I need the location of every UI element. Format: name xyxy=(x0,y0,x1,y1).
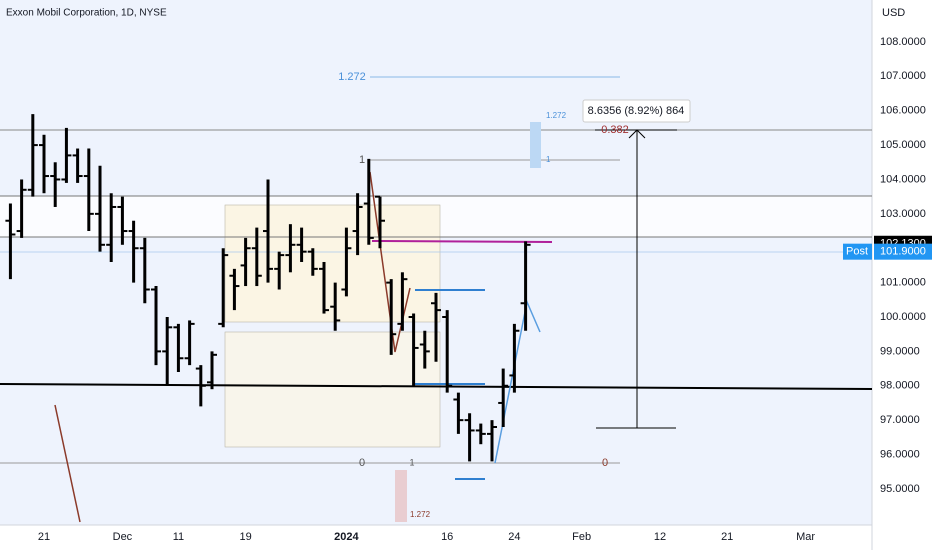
y-tick-label: 108.0000 xyxy=(880,36,926,48)
fib-label: 0 xyxy=(602,457,608,469)
x-tick-label: 21 xyxy=(38,531,50,543)
x-tick-label: 11 xyxy=(173,531,184,543)
x-tick-label: 2024 xyxy=(334,531,359,543)
x-tick-label: Mar xyxy=(796,531,815,543)
y-tick-label: 103.0000 xyxy=(880,208,926,220)
time-axis-panel xyxy=(0,525,872,550)
y-tick-label: 99.0000 xyxy=(880,345,920,357)
y-tick-label: 98.0000 xyxy=(880,380,920,392)
wave-line xyxy=(54,404,81,523)
post-tag-box xyxy=(843,243,872,260)
fib-label: 0.382 xyxy=(601,124,629,136)
y-tick-label: 100.0000 xyxy=(880,311,926,323)
x-tick-label: Dec xyxy=(113,531,133,543)
y-tick-label: 107.0000 xyxy=(880,70,926,82)
range-box xyxy=(224,204,441,323)
fib-zone xyxy=(395,470,407,522)
x-tick-label: 21 xyxy=(721,531,733,543)
trend-line xyxy=(0,383,873,390)
y-tick-label: 104.0000 xyxy=(880,173,926,185)
x-tick-label: Feb xyxy=(572,531,591,543)
fib-label: 1.272 xyxy=(410,510,431,519)
fib-label: 1 xyxy=(546,155,551,164)
range-box xyxy=(224,331,441,448)
fib-label: 1.272 xyxy=(338,71,366,83)
y-tick-label: 106.0000 xyxy=(880,105,926,117)
y-tick-label: 95.0000 xyxy=(880,483,920,495)
x-tick-label: 24 xyxy=(508,531,520,543)
y-tick-label: 105.0000 xyxy=(880,139,926,151)
measure-box xyxy=(582,99,691,123)
post-price-box xyxy=(874,243,932,260)
measure-label: 8.6356 (8.92%) 864 xyxy=(588,105,685,117)
wave-line xyxy=(369,171,411,353)
y-tick-label: 101.0000 xyxy=(880,277,926,289)
magenta-line xyxy=(371,240,553,243)
x-tick-label: 16 xyxy=(441,531,453,543)
post-tag: Post xyxy=(846,246,868,258)
y-tick-label: 97.0000 xyxy=(880,414,920,426)
chart-title: Exxon Mobil Corporation, 1D, NYSE xyxy=(6,8,167,19)
fib-label: 1.272 xyxy=(546,111,567,120)
x-tick-label: 12 xyxy=(654,531,666,543)
fib-label: 1 xyxy=(359,154,365,166)
price-axis-panel xyxy=(872,0,932,550)
fib-label: 0 xyxy=(359,457,365,469)
post-price-label: 101.9000 xyxy=(880,246,926,258)
fib-label: 1 xyxy=(409,457,414,467)
y-tick-label: 96.0000 xyxy=(880,448,920,460)
fib-zone xyxy=(530,122,541,168)
currency: USD xyxy=(882,7,905,19)
x-tick-label: 19 xyxy=(239,531,251,543)
